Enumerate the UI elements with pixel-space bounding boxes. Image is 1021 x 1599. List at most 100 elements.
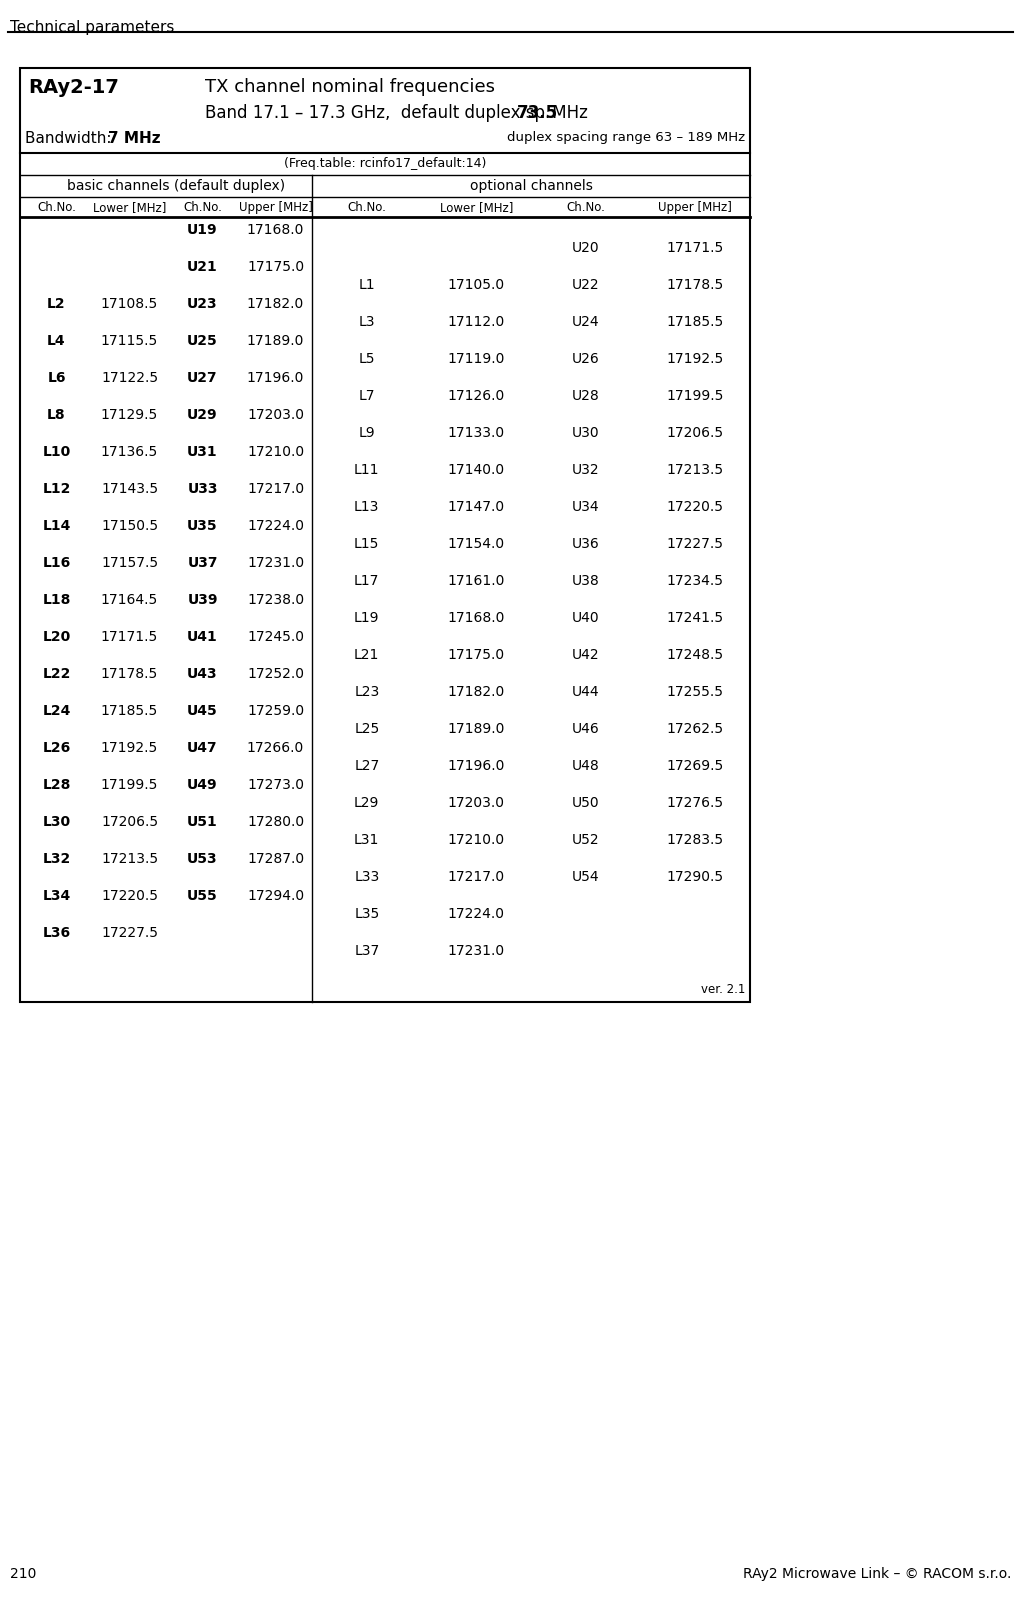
Text: TX channel nominal frequencies: TX channel nominal frequencies — [205, 78, 495, 96]
Text: U48: U48 — [572, 760, 599, 774]
Text: 17168.0: 17168.0 — [447, 611, 505, 625]
Text: L8: L8 — [47, 408, 65, 422]
Text: U42: U42 — [572, 649, 599, 662]
Text: 17213.5: 17213.5 — [101, 852, 158, 867]
Text: 17171.5: 17171.5 — [101, 630, 158, 644]
Text: U30: U30 — [572, 427, 599, 440]
Text: 17252.0: 17252.0 — [247, 667, 304, 681]
Text: U24: U24 — [572, 315, 599, 329]
Text: MHz: MHz — [547, 104, 588, 122]
Text: U55: U55 — [187, 889, 217, 903]
Text: 17108.5: 17108.5 — [101, 297, 158, 310]
Text: 17143.5: 17143.5 — [101, 481, 158, 496]
Text: Lower [MHz]: Lower [MHz] — [93, 201, 166, 214]
Text: 17273.0: 17273.0 — [247, 779, 304, 792]
Text: 17269.5: 17269.5 — [667, 760, 724, 774]
Text: 17140.0: 17140.0 — [447, 464, 504, 478]
Text: L7: L7 — [358, 390, 375, 403]
Text: L13: L13 — [354, 500, 380, 515]
Text: 17266.0: 17266.0 — [247, 740, 304, 755]
Text: U45: U45 — [187, 704, 217, 718]
Text: 17196.0: 17196.0 — [447, 760, 505, 774]
Text: 17192.5: 17192.5 — [101, 740, 158, 755]
Text: optional channels: optional channels — [470, 179, 592, 193]
Text: 17178.5: 17178.5 — [667, 278, 724, 293]
Text: 17290.5: 17290.5 — [667, 870, 724, 884]
Text: duplex spacing range 63 – 189 MHz: duplex spacing range 63 – 189 MHz — [506, 131, 745, 144]
Text: 17175.0: 17175.0 — [247, 261, 304, 273]
Text: L9: L9 — [358, 427, 375, 440]
Text: 17154.0: 17154.0 — [447, 537, 504, 552]
Text: 17164.5: 17164.5 — [101, 593, 158, 608]
Text: L10: L10 — [43, 445, 70, 459]
Text: 210: 210 — [10, 1567, 37, 1581]
Text: 17115.5: 17115.5 — [101, 334, 158, 349]
Text: 17227.5: 17227.5 — [101, 926, 158, 940]
Text: 17157.5: 17157.5 — [101, 556, 158, 569]
Text: L24: L24 — [42, 704, 70, 718]
Text: ver. 2.1: ver. 2.1 — [700, 983, 745, 996]
Text: L30: L30 — [43, 815, 70, 828]
Text: basic channels (default duplex): basic channels (default duplex) — [67, 179, 285, 193]
Text: 17280.0: 17280.0 — [247, 815, 304, 828]
Text: L33: L33 — [354, 870, 380, 884]
Text: U20: U20 — [572, 241, 599, 256]
Text: U27: U27 — [187, 371, 217, 385]
Text: 17161.0: 17161.0 — [447, 574, 505, 588]
Text: RAy2-17: RAy2-17 — [28, 78, 118, 98]
Text: Technical parameters: Technical parameters — [10, 21, 175, 35]
Text: 17182.0: 17182.0 — [247, 297, 304, 310]
Text: 17203.0: 17203.0 — [448, 796, 504, 811]
Text: 17175.0: 17175.0 — [447, 649, 504, 662]
Text: L36: L36 — [43, 926, 70, 940]
Text: 17217.0: 17217.0 — [247, 481, 304, 496]
Text: 17238.0: 17238.0 — [247, 593, 304, 608]
Text: 17199.5: 17199.5 — [101, 779, 158, 792]
Text: U44: U44 — [572, 686, 599, 699]
Text: L5: L5 — [358, 352, 375, 366]
Text: L25: L25 — [354, 723, 380, 737]
Text: U41: U41 — [187, 630, 217, 644]
Text: L29: L29 — [354, 796, 380, 811]
Text: 17129.5: 17129.5 — [101, 408, 158, 422]
Text: 17178.5: 17178.5 — [101, 667, 158, 681]
Text: U51: U51 — [187, 815, 217, 828]
Text: Ch.No.: Ch.No. — [37, 201, 76, 214]
Text: U46: U46 — [572, 723, 599, 737]
Text: 17105.0: 17105.0 — [447, 278, 504, 293]
Text: 17136.5: 17136.5 — [101, 445, 158, 459]
Text: 17262.5: 17262.5 — [667, 723, 724, 737]
Text: L3: L3 — [358, 315, 375, 329]
Text: U29: U29 — [187, 408, 217, 422]
Text: 17224.0: 17224.0 — [448, 908, 504, 921]
Text: Bandwidth:: Bandwidth: — [25, 131, 121, 146]
Text: U54: U54 — [572, 870, 599, 884]
Text: L34: L34 — [43, 889, 70, 903]
Text: L21: L21 — [354, 649, 380, 662]
Text: Upper [MHz]: Upper [MHz] — [239, 201, 312, 214]
Text: U31: U31 — [187, 445, 217, 459]
Text: 17220.5: 17220.5 — [667, 500, 724, 515]
Text: 17220.5: 17220.5 — [101, 889, 158, 903]
Text: U23: U23 — [187, 297, 217, 310]
Text: U49: U49 — [187, 779, 217, 792]
Text: U35: U35 — [187, 520, 217, 532]
Text: 17206.5: 17206.5 — [101, 815, 158, 828]
Text: 17248.5: 17248.5 — [667, 649, 724, 662]
Text: L18: L18 — [42, 593, 70, 608]
Text: 17217.0: 17217.0 — [447, 870, 504, 884]
Text: U36: U36 — [572, 537, 599, 552]
Text: 17112.0: 17112.0 — [447, 315, 504, 329]
Text: L20: L20 — [43, 630, 70, 644]
Text: U26: U26 — [572, 352, 599, 366]
Text: U40: U40 — [572, 611, 599, 625]
Text: 17203.0: 17203.0 — [247, 408, 304, 422]
Text: 17133.0: 17133.0 — [447, 427, 504, 440]
Text: 17122.5: 17122.5 — [101, 371, 158, 385]
Text: U43: U43 — [187, 667, 217, 681]
Text: 17185.5: 17185.5 — [667, 315, 724, 329]
Text: 17245.0: 17245.0 — [247, 630, 304, 644]
Text: U34: U34 — [572, 500, 599, 515]
Text: L37: L37 — [354, 945, 380, 958]
Text: Upper [MHz]: Upper [MHz] — [659, 201, 732, 214]
